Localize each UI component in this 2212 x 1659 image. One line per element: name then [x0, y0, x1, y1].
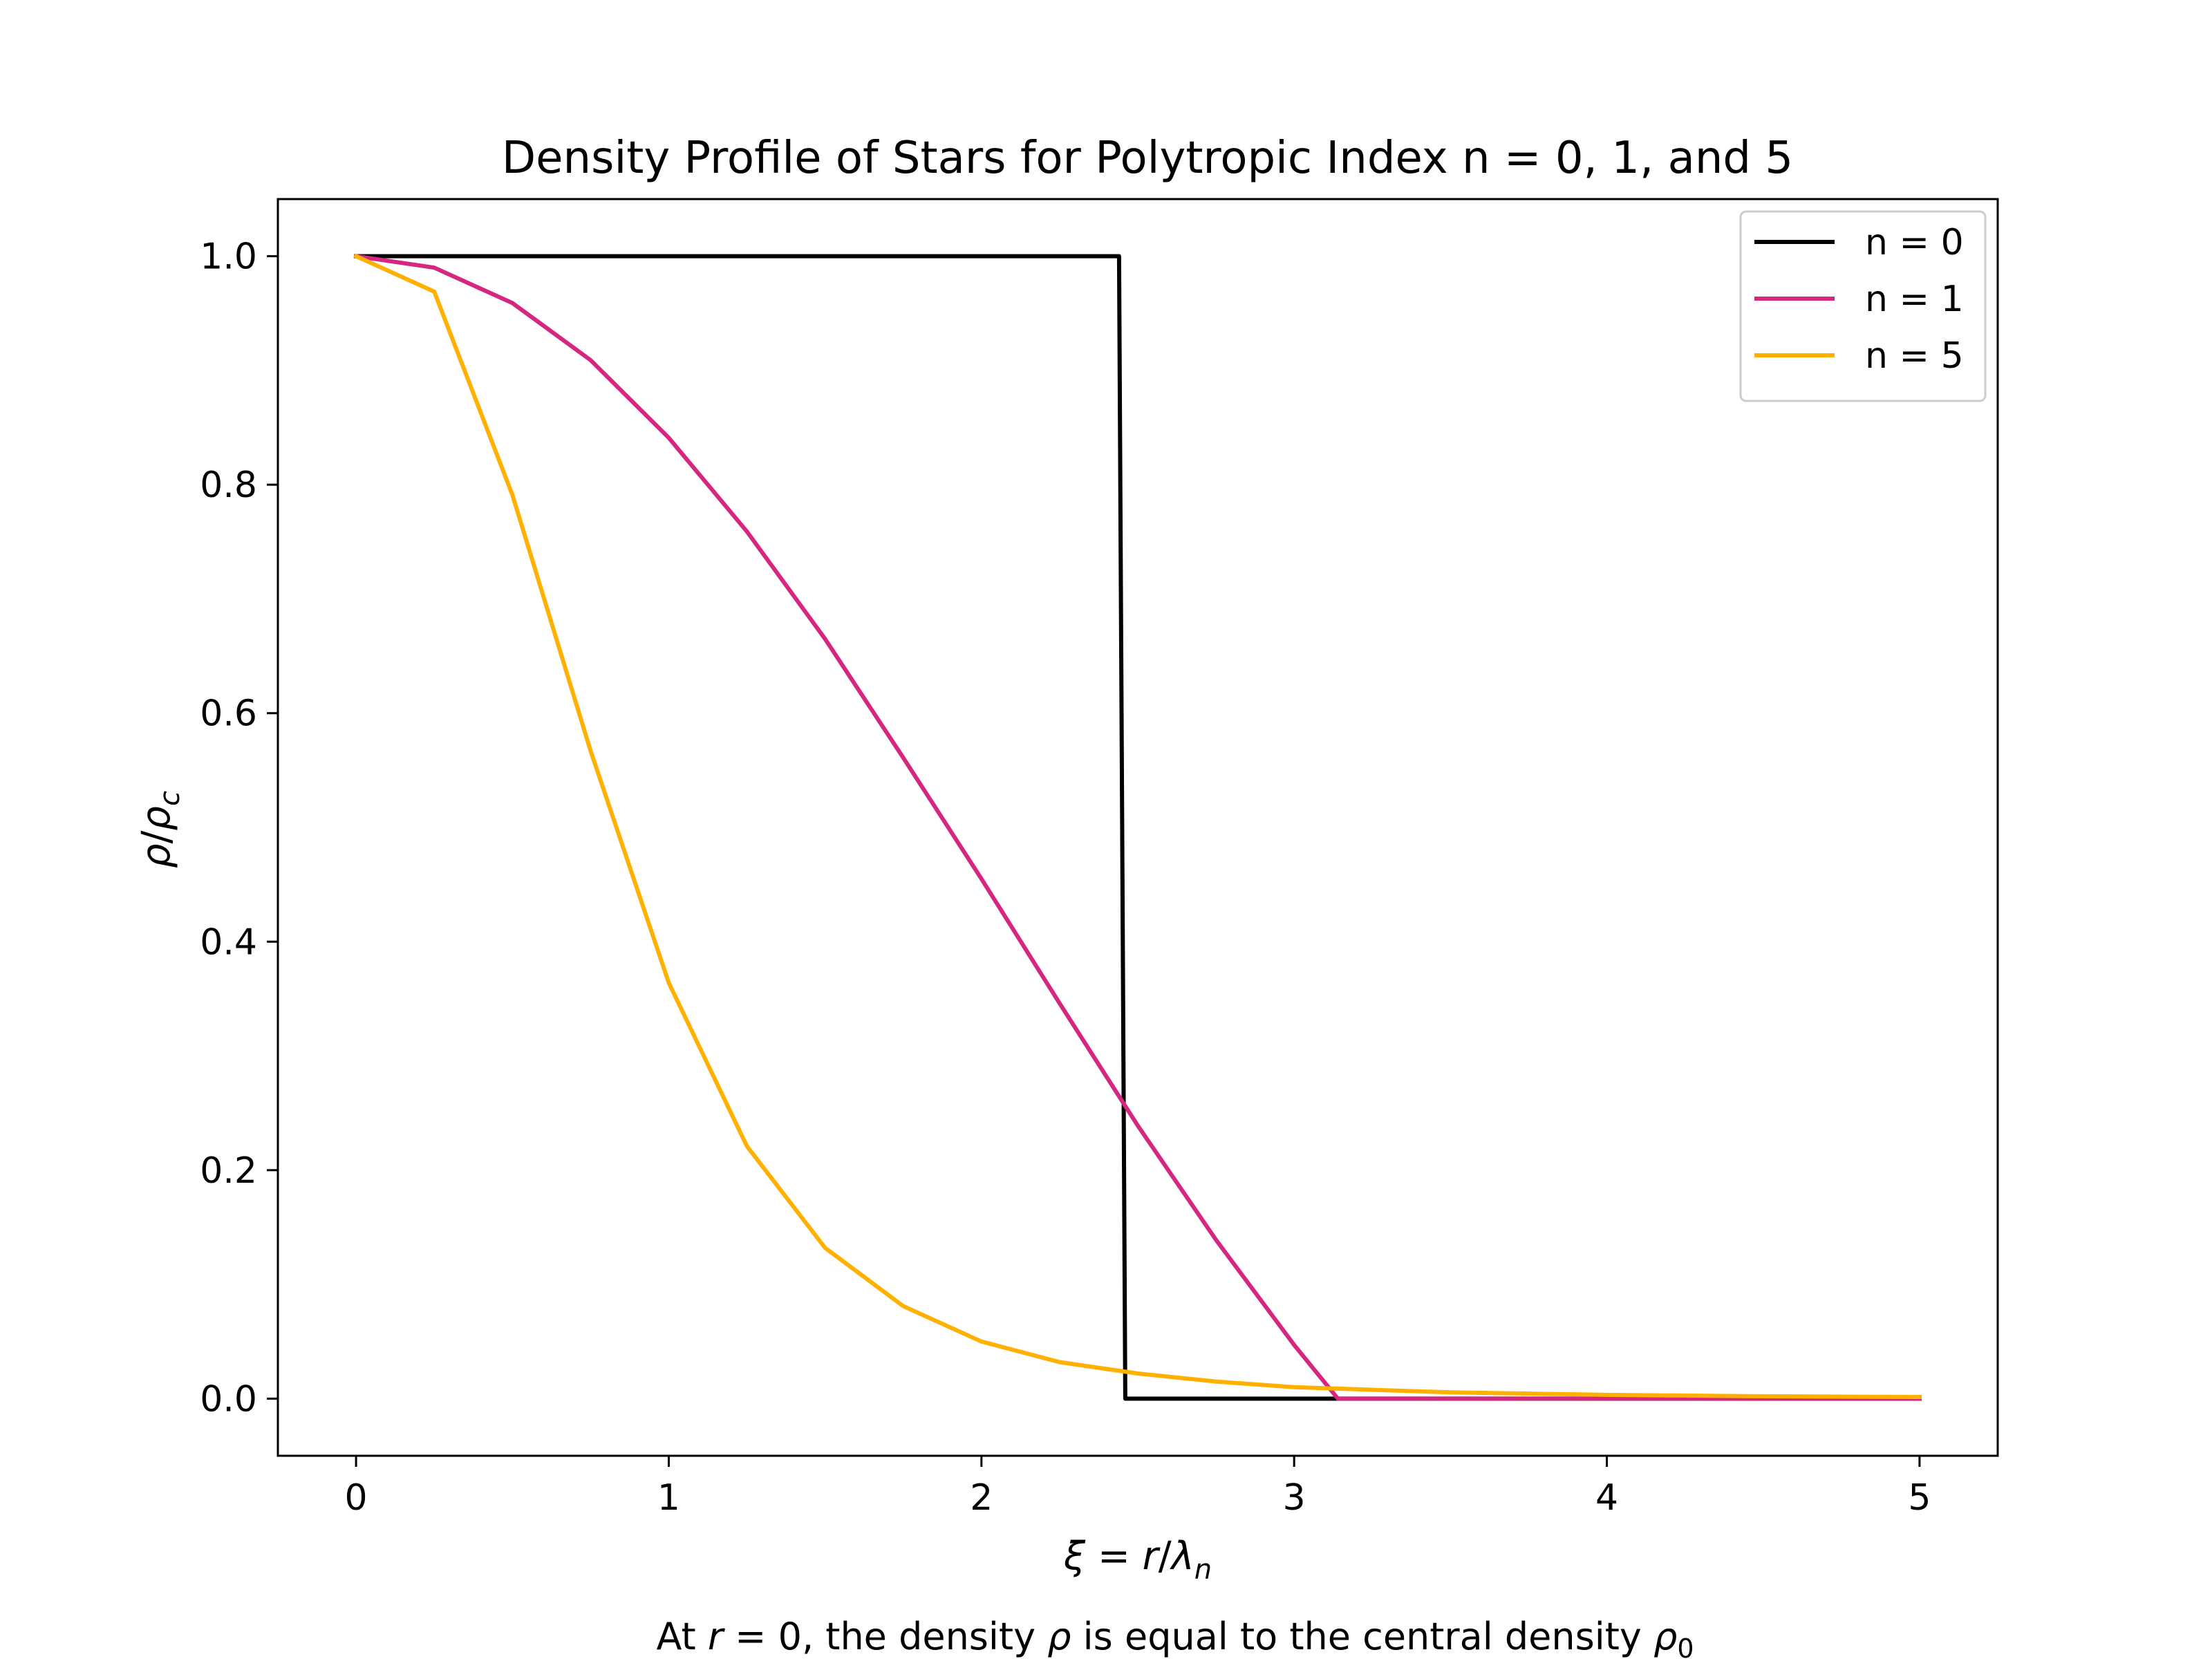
y-tick-label: 1.0	[200, 236, 257, 278]
y-axis-label: ρ/ρc	[134, 791, 186, 868]
series-line-2	[353, 253, 1922, 1400]
legend-label: n = 0	[1865, 222, 1964, 263]
x-tick-label: 4	[1595, 1477, 1618, 1519]
y-tick-label: 0.8	[200, 465, 257, 506]
series-layer	[353, 253, 1922, 1401]
x-ticks: 0 1 2 3 4 5	[345, 1456, 1931, 1519]
y-tick-label: 0.0	[200, 1378, 257, 1420]
y-tick-label: 0.6	[200, 693, 257, 735]
legend-label: n = 1	[1865, 279, 1964, 320]
legend: n = 0 n = 1 n = 5	[1739, 210, 1987, 402]
x-tick-label: 2	[970, 1477, 993, 1519]
axes-frame	[276, 198, 1999, 1457]
x-tick-label: 1	[657, 1477, 680, 1519]
y-tick-label: 0.4	[200, 921, 257, 963]
y-ticks: 0.0 0.2 0.4 0.6 0.8 1.0	[200, 236, 278, 1420]
x-tick-label: 3	[1283, 1477, 1306, 1519]
series-line-1	[353, 254, 1922, 1401]
chart-caption: At r = 0, the density ρ is equal to the …	[656, 1615, 1694, 1659]
x-axis-label: ξ = r/λn	[1063, 1534, 1212, 1586]
x-tick-label: 5	[1908, 1477, 1931, 1519]
y-tick-label: 0.2	[200, 1150, 257, 1192]
legend-label: n = 5	[1865, 335, 1964, 377]
chart-title: Density Profile of Stars for Polytropic …	[502, 133, 1793, 184]
x-tick-label: 0	[345, 1477, 368, 1519]
